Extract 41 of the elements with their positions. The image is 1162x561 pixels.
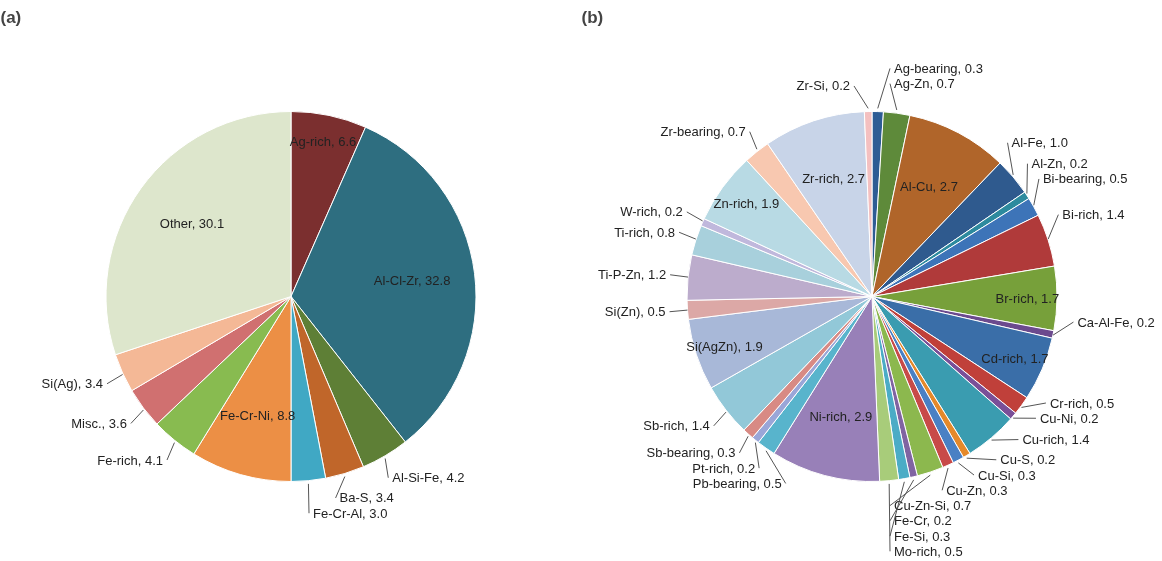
slice-label: Ti-P-Zn, 1.2	[597, 267, 667, 283]
slice-label: Cu-S, 0.2	[1000, 452, 1056, 468]
slice-label: Zr-Si, 0.2	[796, 78, 851, 94]
slice-label: Pb-bearing, 0.5	[692, 475, 782, 491]
slice-label: Zn-rich, 1.9	[713, 195, 780, 211]
slice-label: Ag-Zn, 0.7	[894, 76, 955, 92]
slice-label: Other, 30.1	[159, 216, 225, 232]
slice-label: Ba-S, 3.4	[339, 490, 394, 506]
slice-label: Cu-Ni, 0.2	[1039, 410, 1099, 426]
chart-title: (a)	[0, 7, 22, 27]
slice-label: Zr-bearing, 0.7	[660, 124, 746, 140]
slice-label: Pt-rich, 0.2	[692, 460, 756, 476]
slice-label: Sb-bearing, 0.3	[646, 445, 736, 461]
slice-label: Al-Cl-Zr, 32.8	[373, 273, 451, 289]
slice-label: Ca-Al-Fe, 0.2	[1077, 314, 1155, 330]
slice-label: Al-Zn, 0.2	[1031, 156, 1088, 172]
slice-label: Cu-Si, 0.3	[978, 467, 1036, 483]
slice-label: Cu-rich, 1.4	[1022, 432, 1090, 448]
slice-label: Sb-rich, 1.4	[643, 418, 710, 434]
slice-label: Cr-rich, 0.5	[1049, 395, 1115, 411]
slice-label: Mo-rich, 0.5	[894, 543, 963, 559]
slice-label: Al-Cu, 2.7	[900, 179, 958, 195]
slice-label: Al-Fe, 1.0	[1011, 135, 1068, 151]
slice-label: Fe-Cr, 0.2	[894, 513, 952, 529]
slice-label: W-rich, 0.2	[620, 204, 683, 220]
slice-label: Fe-Si, 0.3	[894, 528, 951, 544]
slice-label: Si(Ag), 3.4	[41, 376, 104, 392]
slice-label: Si(Zn), 0.5	[604, 304, 666, 320]
slice-label: Cu-Zn, 0.3	[946, 482, 1008, 498]
slice-label: Misc., 3.6	[71, 415, 127, 431]
slice-label: Fe-Cr-Al, 3.0	[313, 505, 388, 521]
slice-label: Bi-bearing, 0.5	[1042, 171, 1128, 187]
slice-label: Ti-rich, 0.8	[614, 224, 676, 240]
chart-title: (b)	[581, 7, 604, 27]
slice-label: Bi-rich, 1.4	[1062, 207, 1125, 223]
slice-label: Fe-rich, 4.1	[97, 452, 164, 468]
slice-label: Ni-rich, 2.9	[809, 409, 873, 425]
slice-label: Al-Si-Fe, 4.2	[392, 470, 465, 486]
slice-label: Ag-bearing, 0.3	[894, 60, 983, 76]
slice-label: Si(AgZn), 1.9	[686, 338, 763, 354]
slice-label: Zr-rich, 2.7	[802, 171, 865, 187]
